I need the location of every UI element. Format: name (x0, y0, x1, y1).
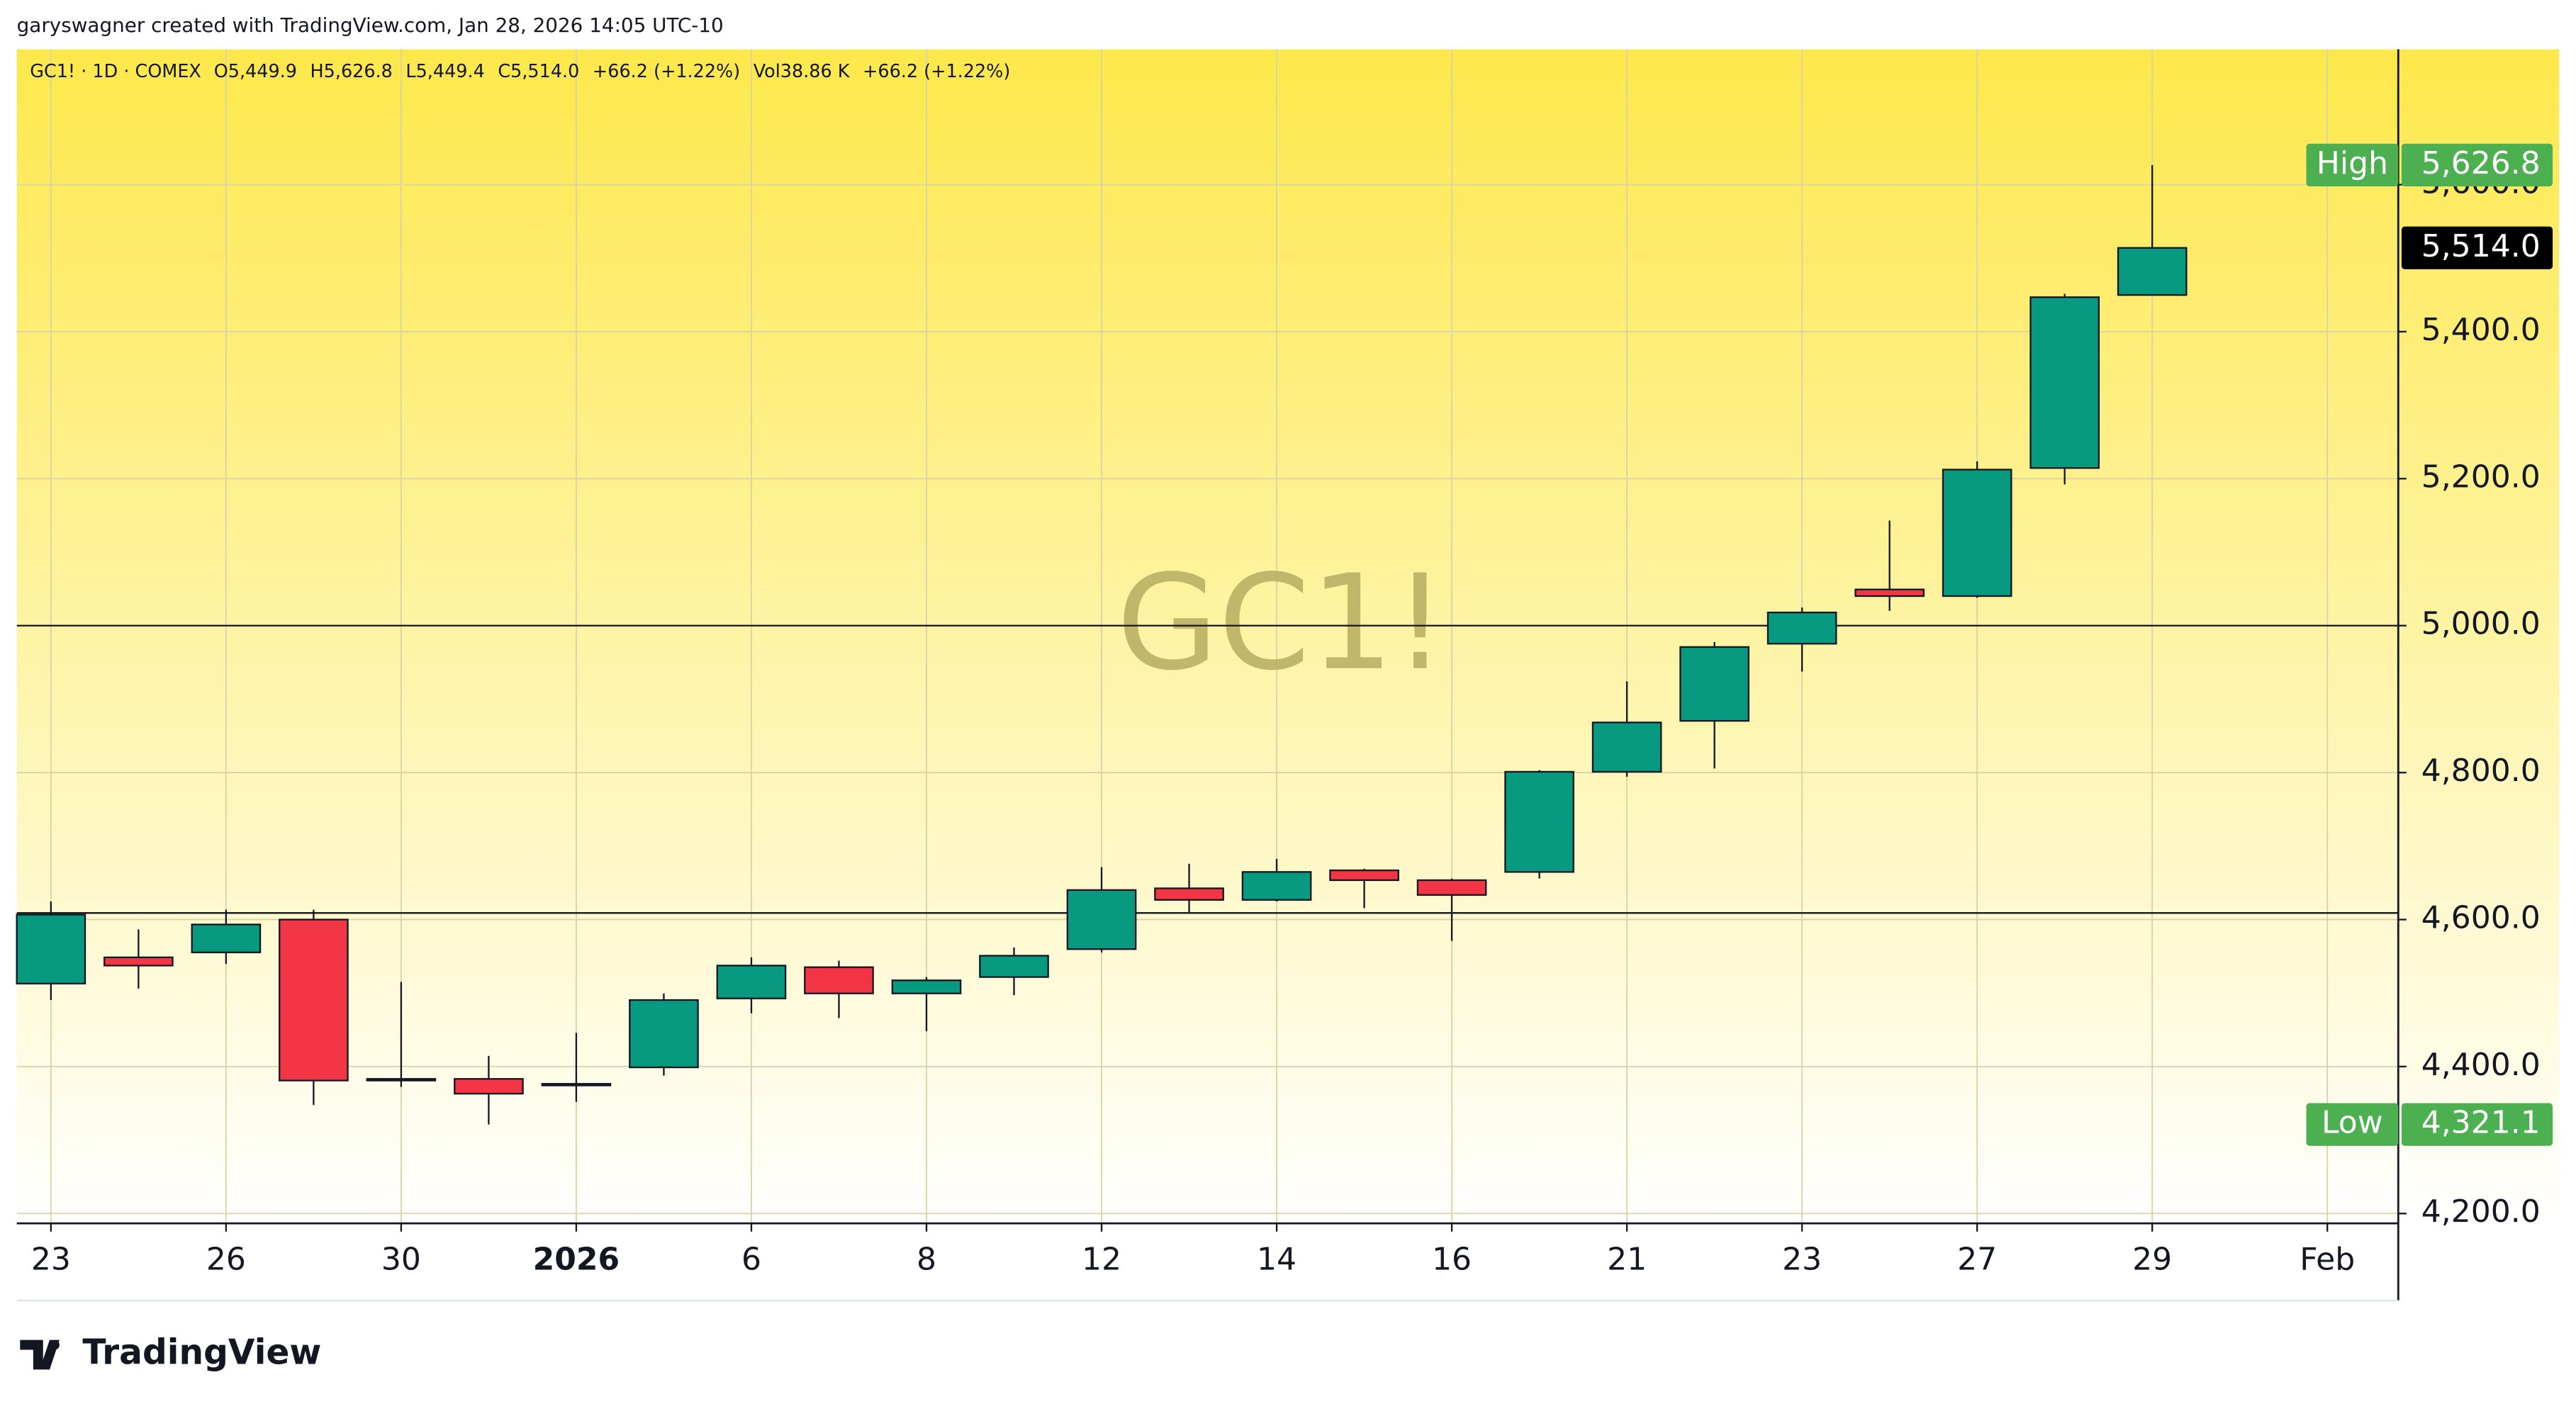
candle-body (629, 999, 699, 1069)
marker-name-box (2306, 1103, 2399, 1146)
candle-body (1241, 871, 1312, 901)
candle-body (366, 1078, 437, 1082)
y-tick-label: 5,000.0 (2421, 606, 2541, 642)
y-tick-label: 5,400.0 (2421, 312, 2541, 348)
x-tick-label: 30 (381, 1241, 421, 1277)
y-tick-label: 4,400.0 (2421, 1047, 2541, 1083)
price-marker-label: 5,514.0 (2421, 228, 2541, 264)
price-marker (2401, 226, 2553, 269)
price-marker (2401, 143, 2553, 186)
x-tick-label: Feb (2300, 1241, 2355, 1277)
legend-item: C5,514.0 (498, 61, 579, 82)
legend-item: Vol38.86 K (754, 61, 851, 82)
x-tick-label: 21 (1607, 1241, 1647, 1277)
x-tick-label: 12 (1082, 1241, 1121, 1277)
candle-body (1416, 879, 1487, 896)
candle-body (1329, 869, 1399, 882)
candle-body (891, 979, 962, 994)
candle-body (1854, 588, 1925, 597)
x-tick-label: 6 (741, 1241, 761, 1277)
y-tick-label: 5,200.0 (2421, 459, 2541, 495)
price-marker (2401, 1103, 2553, 1146)
symbol-info: GC1! · 1D · COMEX (30, 61, 201, 82)
price-marker-label: 5,626.8 (2421, 145, 2541, 181)
candle-body (1679, 646, 1749, 722)
candle-body (1154, 887, 1224, 901)
candle-body (1766, 612, 1837, 645)
x-tick-label: 23 (1782, 1241, 1822, 1277)
x-tick-label: 16 (1432, 1241, 1472, 1277)
plot-area (16, 49, 2399, 1224)
marks (16, 164, 2399, 1125)
logo-icon (20, 1340, 60, 1370)
candle-body (716, 965, 787, 999)
tradingview-logo: TradingView (20, 1332, 321, 1372)
legend-item: +66.2 (+1.22%) (863, 61, 1010, 82)
candle-body (804, 966, 874, 994)
legend-item: L5,449.4 (405, 61, 484, 82)
legend-item: +66.2 (+1.22%) (593, 61, 740, 82)
marker-name: Low (2322, 1105, 2383, 1141)
candle-body (2029, 296, 2100, 469)
logo-dot (50, 1340, 60, 1350)
candle-body (16, 914, 86, 984)
legend-item: H5,626.8 (310, 61, 393, 82)
candle-body (1504, 770, 1574, 873)
candle-body (191, 923, 262, 953)
y-tick-label: 4,800.0 (2421, 753, 2541, 789)
brand: TradingView (82, 1332, 321, 1372)
candle-body (454, 1078, 524, 1095)
header: garyswagner created with TradingView.com… (17, 13, 724, 37)
price-marker-label: 4,321.1 (2421, 1105, 2541, 1141)
legend-item: O5,449.9 (214, 61, 297, 82)
candle-body (1942, 468, 2012, 597)
candle-body (2117, 247, 2188, 296)
candle-body (103, 956, 174, 967)
x-tick-label: 29 (2132, 1241, 2172, 1277)
marker-name: High (2317, 145, 2388, 181)
x-tick-label: 14 (1257, 1241, 1297, 1277)
marker-name-box (2306, 143, 2399, 186)
candle-body (279, 919, 349, 1082)
candle-body (1066, 889, 1137, 950)
x-tick-label: 8 (917, 1241, 936, 1277)
y-tick-label: 4,200.0 (2421, 1194, 2541, 1230)
legend: GC1! · 1D · COMEX O5,449.9 H5,626.8 L5,449.… (30, 61, 1010, 82)
x-tick-label: 27 (1957, 1241, 1997, 1277)
watermark: GC1! (1116, 546, 1446, 700)
candle-body (541, 1083, 612, 1086)
y-tick-label: 4,600.0 (2421, 899, 2541, 936)
candle-body (979, 955, 1049, 978)
x-tick-label: 26 (206, 1241, 246, 1277)
x-tick-label: 23 (31, 1241, 71, 1277)
candle-body (1591, 721, 1662, 773)
x-tick-label: 2026 (533, 1241, 620, 1277)
